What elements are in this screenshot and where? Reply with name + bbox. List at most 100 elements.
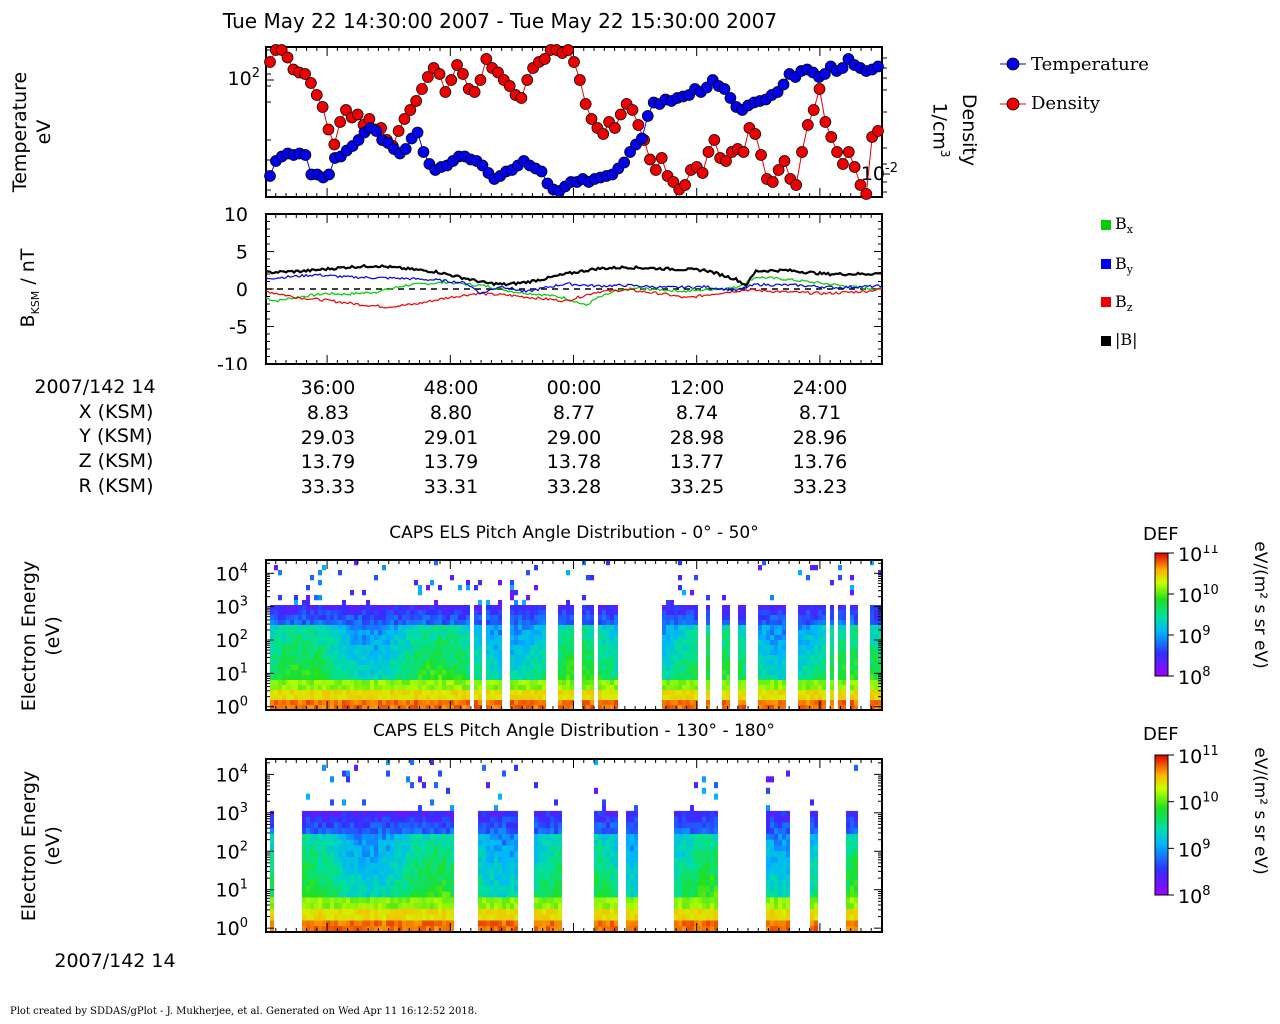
spectrogram-cell	[446, 640, 450, 646]
spectrogram-cell	[370, 605, 374, 611]
spectrogram-cell	[694, 675, 698, 681]
spectrogram-cell	[486, 690, 490, 696]
spectrogram-cell	[666, 650, 670, 656]
spectrogram-cell	[498, 897, 502, 904]
spectrogram-cell	[698, 874, 702, 881]
spectrogram-cell	[418, 685, 422, 691]
spectrogram-cell	[726, 675, 730, 681]
spectrogram-cell	[714, 810, 718, 817]
spectrogram-cell	[426, 650, 430, 656]
spectrogram-cell	[514, 625, 518, 631]
spectrogram-cell	[526, 690, 530, 696]
spectrogram-cell	[878, 685, 882, 691]
spectrogram-cell	[330, 776, 334, 783]
spectrogram-cell	[290, 640, 294, 646]
spectrogram-cell	[354, 764, 358, 771]
spectrogram-cell	[602, 868, 606, 875]
spectrogram-cell	[814, 670, 818, 676]
spectrogram-cell	[302, 839, 306, 846]
temperature-tick-label: 102	[228, 66, 260, 90]
spectrogram-cell	[610, 897, 614, 904]
spectrogram-cell	[422, 705, 426, 711]
density-point	[720, 155, 732, 167]
spectrogram-cell	[702, 914, 706, 921]
spectrogram-cell	[310, 680, 314, 686]
spectrogram-cell	[326, 660, 330, 666]
ephemeris-column: 00:00 8.77 29.00 13.78 33.28	[524, 376, 624, 500]
spectrogram-cell	[670, 695, 674, 701]
spectrogram-cell	[678, 670, 682, 676]
spectrogram-cell	[486, 660, 490, 666]
spectrogram-cell	[770, 851, 774, 858]
spectrogram-cell	[398, 897, 402, 904]
spectrogram-cell	[682, 640, 686, 646]
spectrogram-cell	[674, 851, 678, 858]
spectrogram-cell	[390, 885, 394, 892]
spectrogram-cell	[402, 926, 406, 933]
spectrogram-cell	[378, 834, 382, 841]
spectrogram-cell	[382, 908, 386, 915]
spectrogram-cell	[822, 660, 826, 666]
spectrogram-cell	[806, 610, 810, 616]
spectrogram-cell	[426, 914, 430, 921]
spectrogram-cell	[414, 839, 418, 846]
spectrogram-cell	[766, 914, 770, 921]
spectrogram-cell	[370, 640, 374, 646]
spectrogram-cell	[454, 700, 458, 706]
spectrogram-cell	[870, 640, 874, 646]
spectrogram-cell	[374, 908, 378, 915]
spectrogram-cell	[390, 670, 394, 676]
spectrogram-cell	[538, 685, 542, 691]
spectrogram-cell	[382, 705, 386, 711]
spectrogram-cell	[522, 615, 526, 621]
spectrogram-cell	[310, 655, 314, 661]
spectrogram-cell	[414, 857, 418, 864]
spectrogram-cell	[682, 828, 686, 835]
spectrogram-cell	[366, 695, 370, 701]
spectrogram-cell	[770, 891, 774, 898]
spectrogram-cell	[394, 610, 398, 616]
spectrogram-cell	[426, 839, 430, 846]
spectrogram-cell	[434, 690, 438, 696]
spectrogram-cell	[542, 695, 546, 701]
spectrogram-cell	[322, 635, 326, 641]
spectrogram-cell	[546, 828, 550, 835]
spectrogram-cell	[514, 600, 518, 606]
spectrogram-cell	[634, 857, 638, 864]
spectrogram-cell	[442, 810, 446, 817]
spectrogram-cell	[614, 625, 618, 631]
spectrogram-cell	[538, 880, 542, 887]
spectrogram-cell	[546, 816, 550, 823]
spectrogram-cell	[770, 862, 774, 869]
spectrogram-cell	[438, 920, 442, 927]
spectrogram-cell	[378, 675, 382, 681]
spectrogram-cell	[526, 650, 530, 656]
spectrogram-cell	[390, 640, 394, 646]
spectrogram-cell	[678, 690, 682, 696]
spectrogram-cell	[290, 610, 294, 616]
spectrogram-cell	[522, 695, 526, 701]
spectrogram-cell	[530, 645, 534, 651]
spectrogram-cell	[438, 635, 442, 641]
spectrogram-cell	[610, 690, 614, 696]
spectrogram-cell	[766, 630, 770, 636]
spectrogram-cell	[450, 880, 454, 887]
spectrogram-cell	[410, 625, 414, 631]
spectrogram-cell	[726, 650, 730, 656]
spectrogram-cell	[602, 695, 606, 701]
spectrogram-cell	[454, 690, 458, 696]
spectrogram-cell	[562, 620, 566, 626]
spectrogram-cell	[318, 675, 322, 681]
spectrogram-cell	[466, 625, 470, 631]
spectrogram-cell	[482, 920, 486, 927]
spectrogram-cell	[542, 885, 546, 892]
spectrogram-cell	[270, 670, 274, 676]
spectrogram-cell	[814, 625, 818, 631]
spectrogram-cell	[546, 822, 550, 829]
spectrogram-cell	[526, 675, 530, 681]
density-point	[568, 56, 580, 68]
spectrogram-cell	[726, 660, 730, 666]
spectrogram-cell	[850, 695, 854, 701]
spectrogram-cell	[362, 625, 366, 631]
spectrogram-cell	[838, 665, 842, 671]
